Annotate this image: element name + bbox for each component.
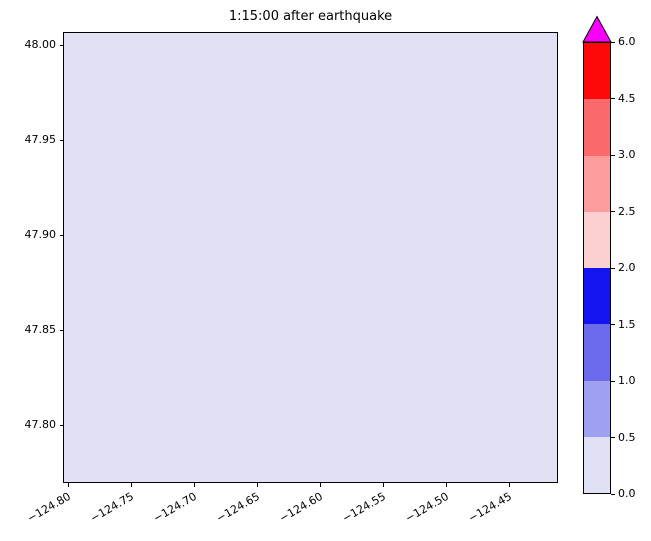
y-tick-mark xyxy=(59,139,63,141)
colorbar-extend-triangle xyxy=(582,15,612,43)
colorbar-tick-mark xyxy=(611,324,615,325)
colorbar-segment xyxy=(584,43,610,100)
colorbar-tick-mark xyxy=(611,437,615,438)
x-tick-label: −124.70 xyxy=(151,489,199,525)
colorbar-segment xyxy=(584,99,610,156)
x-tick-mark xyxy=(193,483,195,487)
y-tick-mark xyxy=(59,234,63,236)
y-tick-label: 47.85 xyxy=(24,323,57,336)
colorbar-tick-label: 2.0 xyxy=(618,261,636,274)
colorbar-segment xyxy=(584,380,610,437)
x-tick-label: −124.50 xyxy=(403,489,451,525)
plot-area xyxy=(63,32,558,483)
y-tick-label: 47.80 xyxy=(24,418,57,431)
colorbar-tick-label: 4.5 xyxy=(618,91,636,105)
x-tick-label: −124.65 xyxy=(214,489,262,525)
colorbar-segment xyxy=(584,155,610,212)
colorbar-tick-mark xyxy=(611,267,615,269)
y-tick-mark xyxy=(59,329,63,331)
colorbar-tick-mark xyxy=(611,41,615,43)
colorbar-tick-mark xyxy=(611,154,615,156)
colorbar-tick-label: 2.5 xyxy=(618,204,636,218)
y-tick-mark xyxy=(59,44,63,46)
y-tick-label: 48.00 xyxy=(24,38,57,51)
colorbar-tick-mark xyxy=(611,211,615,212)
y-tick-mark xyxy=(59,424,63,426)
x-tick-mark xyxy=(382,483,384,487)
colorbar xyxy=(583,42,611,494)
x-tick-label: −124.45 xyxy=(466,489,514,525)
colorbar-segment xyxy=(584,324,610,381)
colorbar-segment xyxy=(584,211,610,268)
x-tick-mark xyxy=(508,483,510,487)
x-tick-mark xyxy=(67,483,69,487)
colorbar-tick-label: 1.5 xyxy=(618,317,636,331)
x-tick-label: −124.60 xyxy=(277,489,325,525)
colorbar-extend-triangle-shape xyxy=(582,15,612,43)
x-tick-label: −124.75 xyxy=(88,489,136,525)
chart-title: 1:15:00 after earthquake xyxy=(228,9,393,24)
y-tick-label: 47.95 xyxy=(24,133,57,146)
x-tick-mark xyxy=(445,483,447,487)
colorbar-tick-label: 0.5 xyxy=(618,430,636,444)
colorbar-tick-mark xyxy=(611,380,615,382)
colorbar-segment xyxy=(584,436,610,493)
colorbar-tick-label: 1.0 xyxy=(618,374,636,387)
colorbar-tick-label: 3.0 xyxy=(618,148,636,161)
x-tick-label: −124.55 xyxy=(340,489,388,525)
colorbar-tick-label: 6.0 xyxy=(618,35,636,48)
colorbar-segment xyxy=(584,268,610,325)
colorbar-tick-label: 0.0 xyxy=(618,487,636,500)
x-tick-label: −124.80 xyxy=(25,489,73,525)
x-tick-mark xyxy=(256,483,258,487)
colorbar-tick-mark xyxy=(611,98,615,99)
x-tick-mark xyxy=(130,483,132,487)
y-tick-label: 47.90 xyxy=(24,228,57,241)
x-tick-mark xyxy=(319,483,321,487)
colorbar-tick-mark xyxy=(611,493,615,495)
